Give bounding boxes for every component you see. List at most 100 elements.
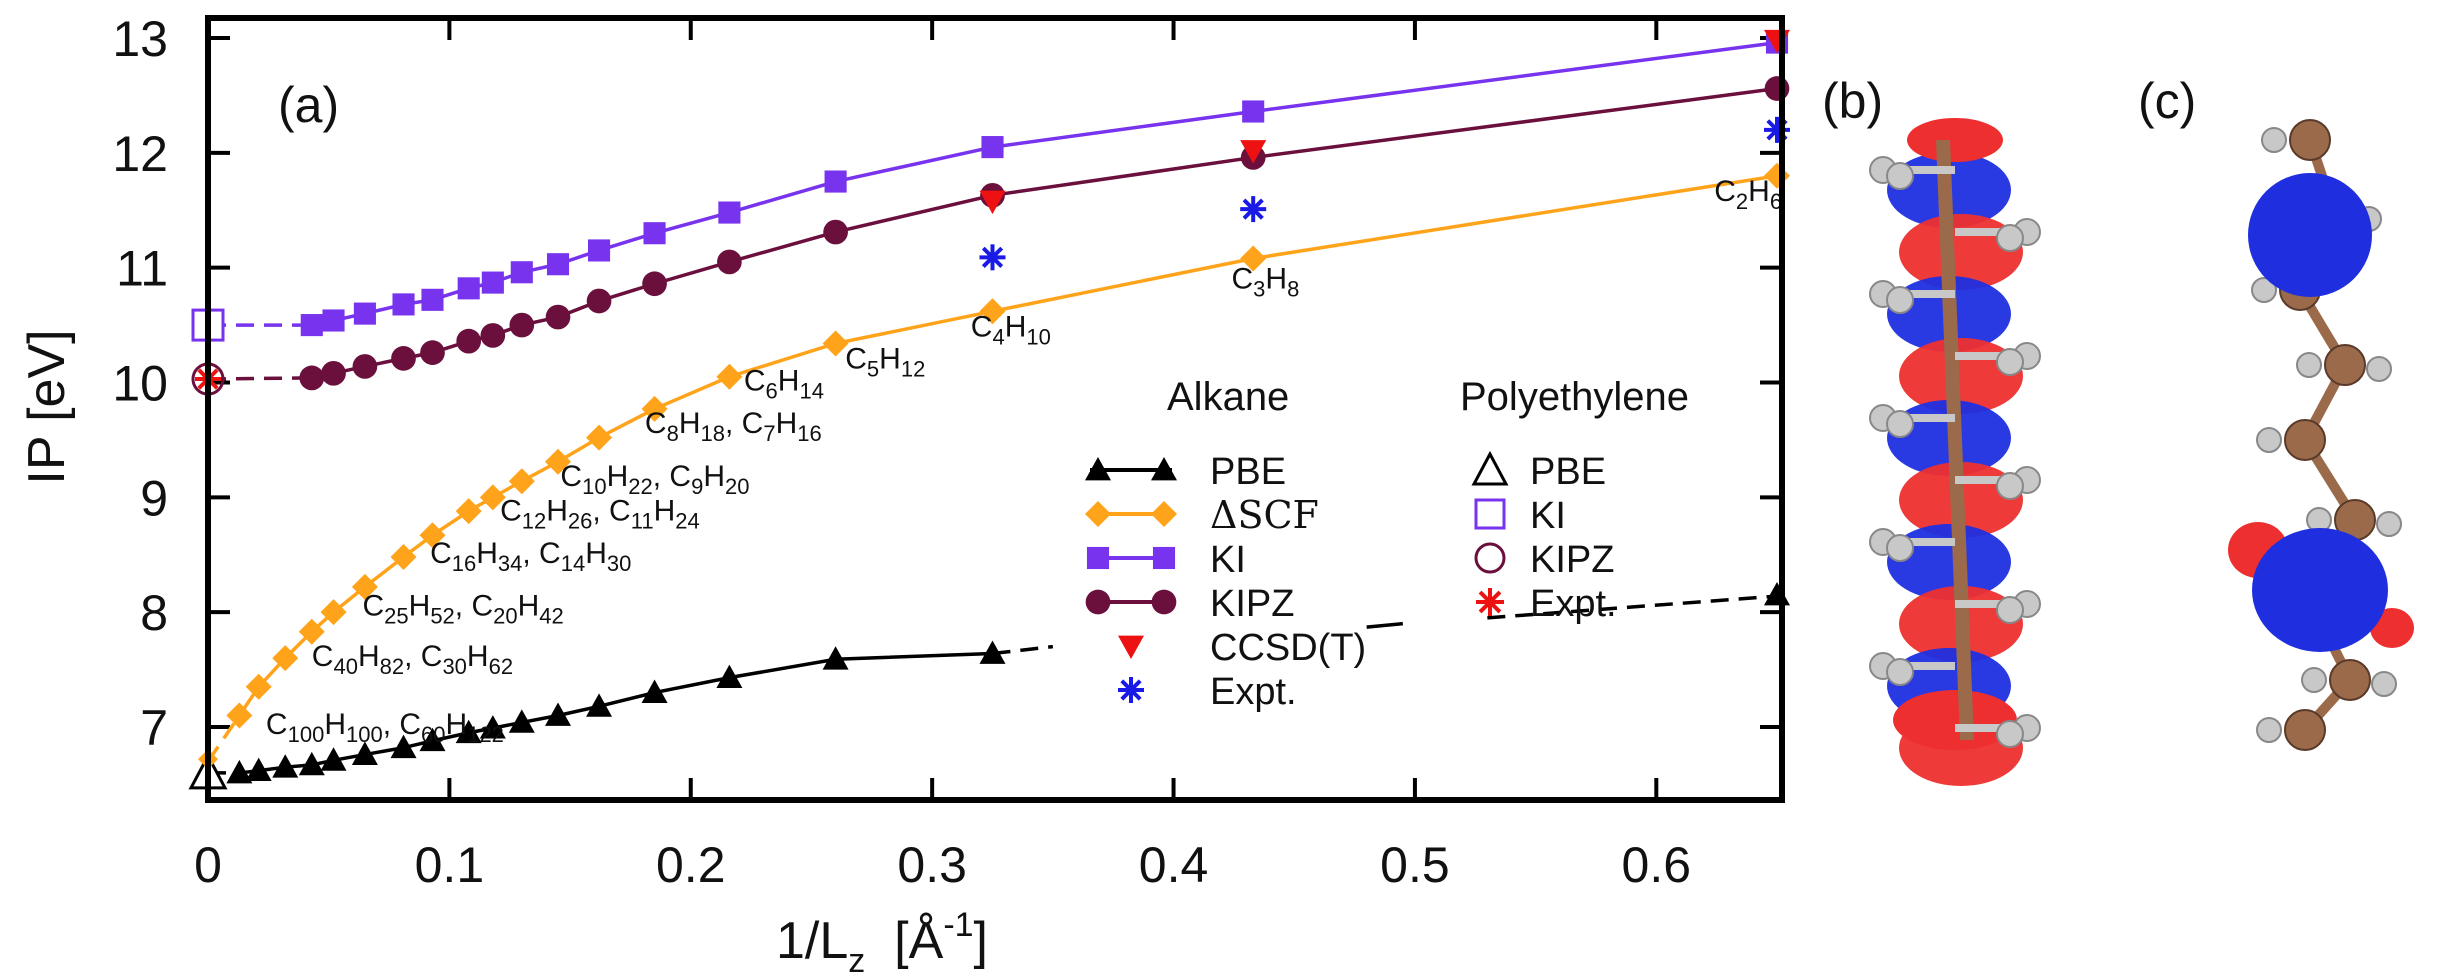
data-point <box>457 277 480 300</box>
data-point <box>545 448 572 475</box>
diamond-marker <box>586 424 613 451</box>
data-point <box>1240 196 1267 223</box>
hydrogen-atom <box>1996 348 2024 376</box>
data-point <box>421 288 444 311</box>
data-point <box>391 346 416 371</box>
molecule-label-part: 42 <box>539 604 563 629</box>
tick-labels: 0 0.1 0.2 0.3 0.4 0.5 0.6 7 8 9 10 11 12 13 <box>112 11 1691 893</box>
triangle-marker <box>245 757 272 782</box>
circle-marker <box>717 249 742 275</box>
molecule-label-part: 14 <box>561 551 585 576</box>
legend-marker <box>1151 501 1177 527</box>
diamond-marker <box>1085 501 1111 527</box>
data-point <box>352 354 378 379</box>
data-point <box>508 709 535 733</box>
triangle-marker <box>298 751 325 776</box>
hydrogen-atom <box>2296 352 2322 378</box>
data-point <box>351 741 378 765</box>
molecule-label-part: 2 <box>1736 189 1748 214</box>
data-point <box>587 239 611 262</box>
legend-title-alkane: Alkane <box>1167 375 1289 419</box>
triangle-marker <box>390 734 417 759</box>
data-point <box>455 498 482 525</box>
hydrogen-atom <box>1996 472 2024 500</box>
panel-label-b: (b) <box>1822 73 1883 129</box>
asterisk-stroke <box>1120 679 1142 701</box>
triangle-marker <box>226 759 253 784</box>
legend-marker <box>1085 457 1111 481</box>
molecule-label-part: 8 <box>667 421 679 446</box>
square-marker <box>981 136 1004 159</box>
extrapolation-line <box>1487 594 1778 620</box>
legend-label: Expt. <box>1210 671 1297 713</box>
molecule-label: C100H100, C60H122 <box>266 708 504 747</box>
hydrogen-atom <box>2256 717 2282 743</box>
square-marker <box>510 261 533 284</box>
molecule-label-part: H <box>1748 175 1770 208</box>
data-point <box>272 754 299 778</box>
square-open-marker <box>1474 498 1506 530</box>
diamond-marker <box>272 645 299 672</box>
legend-marker <box>1086 546 1110 570</box>
y-tick-label: 13 <box>112 11 168 67</box>
molecule-label-part: 40 <box>333 654 357 679</box>
molecule-label-part: 10 <box>582 474 606 499</box>
triangle-marker <box>320 747 347 771</box>
molecule-label: C2H6 <box>1714 175 1782 214</box>
molecule-label-part: H <box>1265 262 1287 295</box>
triangle-marker <box>1151 457 1177 481</box>
legend-label: KIPZ <box>1210 583 1294 625</box>
y-tick-label: 8 <box>140 585 168 641</box>
data-point <box>1240 245 1267 272</box>
carbon-atom <box>2329 659 2371 701</box>
extrapolation-line <box>206 714 241 763</box>
molecule-label: C10H22, C9H20 <box>560 460 749 499</box>
data-point <box>226 759 253 784</box>
extrapolation-line <box>992 644 1054 656</box>
molecule-label-part: 52 <box>430 604 454 629</box>
molecule-label-part: H <box>585 537 607 570</box>
y-tick-label: 11 <box>116 241 168 297</box>
diamond-marker <box>455 498 482 525</box>
legend-label: ΔSCF <box>1210 493 1319 537</box>
triangle-down-marker <box>1240 140 1267 164</box>
hydrogen-atom <box>1996 596 2024 624</box>
data-point <box>586 693 613 717</box>
data-point <box>479 484 506 511</box>
molecule-label-part: C <box>266 708 288 741</box>
circle-marker <box>480 323 506 348</box>
diamond-marker <box>479 484 506 511</box>
square-marker <box>1242 100 1265 123</box>
y-tick-label: 7 <box>140 700 168 756</box>
data-point <box>299 365 325 391</box>
hydrogen-atom <box>2256 427 2282 453</box>
molecule-label-part: 18 <box>700 421 724 446</box>
x-tick-label: 0.4 <box>1139 837 1209 893</box>
carbon-atom <box>2324 344 2366 386</box>
x-tick-label: 0.6 <box>1622 837 1692 893</box>
orbital-lobe <box>1893 690 2017 750</box>
square-marker <box>718 201 741 224</box>
diamond-marker <box>390 544 417 571</box>
legend-label: KI <box>1210 539 1246 581</box>
square-marker <box>643 222 666 245</box>
triangle-marker <box>586 693 613 717</box>
molecule-label-part: , C <box>725 407 763 440</box>
data-point <box>643 222 666 245</box>
hydrogen-atom <box>2261 127 2287 153</box>
diamond-marker <box>545 448 572 475</box>
diamond-marker <box>320 599 347 626</box>
molecule-label: C25H52, C20H42 <box>362 590 563 629</box>
molecule-label-part: 62 <box>489 654 513 679</box>
diamond-marker <box>641 395 668 422</box>
y-axis-label: IP [eV] <box>18 329 76 484</box>
hydrogen-atom <box>2366 356 2392 382</box>
asterisk-stroke <box>1478 590 1502 614</box>
triangle-marker <box>979 640 1006 664</box>
diamond-marker <box>1240 245 1267 272</box>
x-tick-label: 0.2 <box>656 837 726 893</box>
data-point <box>390 544 417 571</box>
diamond-marker <box>822 330 849 357</box>
